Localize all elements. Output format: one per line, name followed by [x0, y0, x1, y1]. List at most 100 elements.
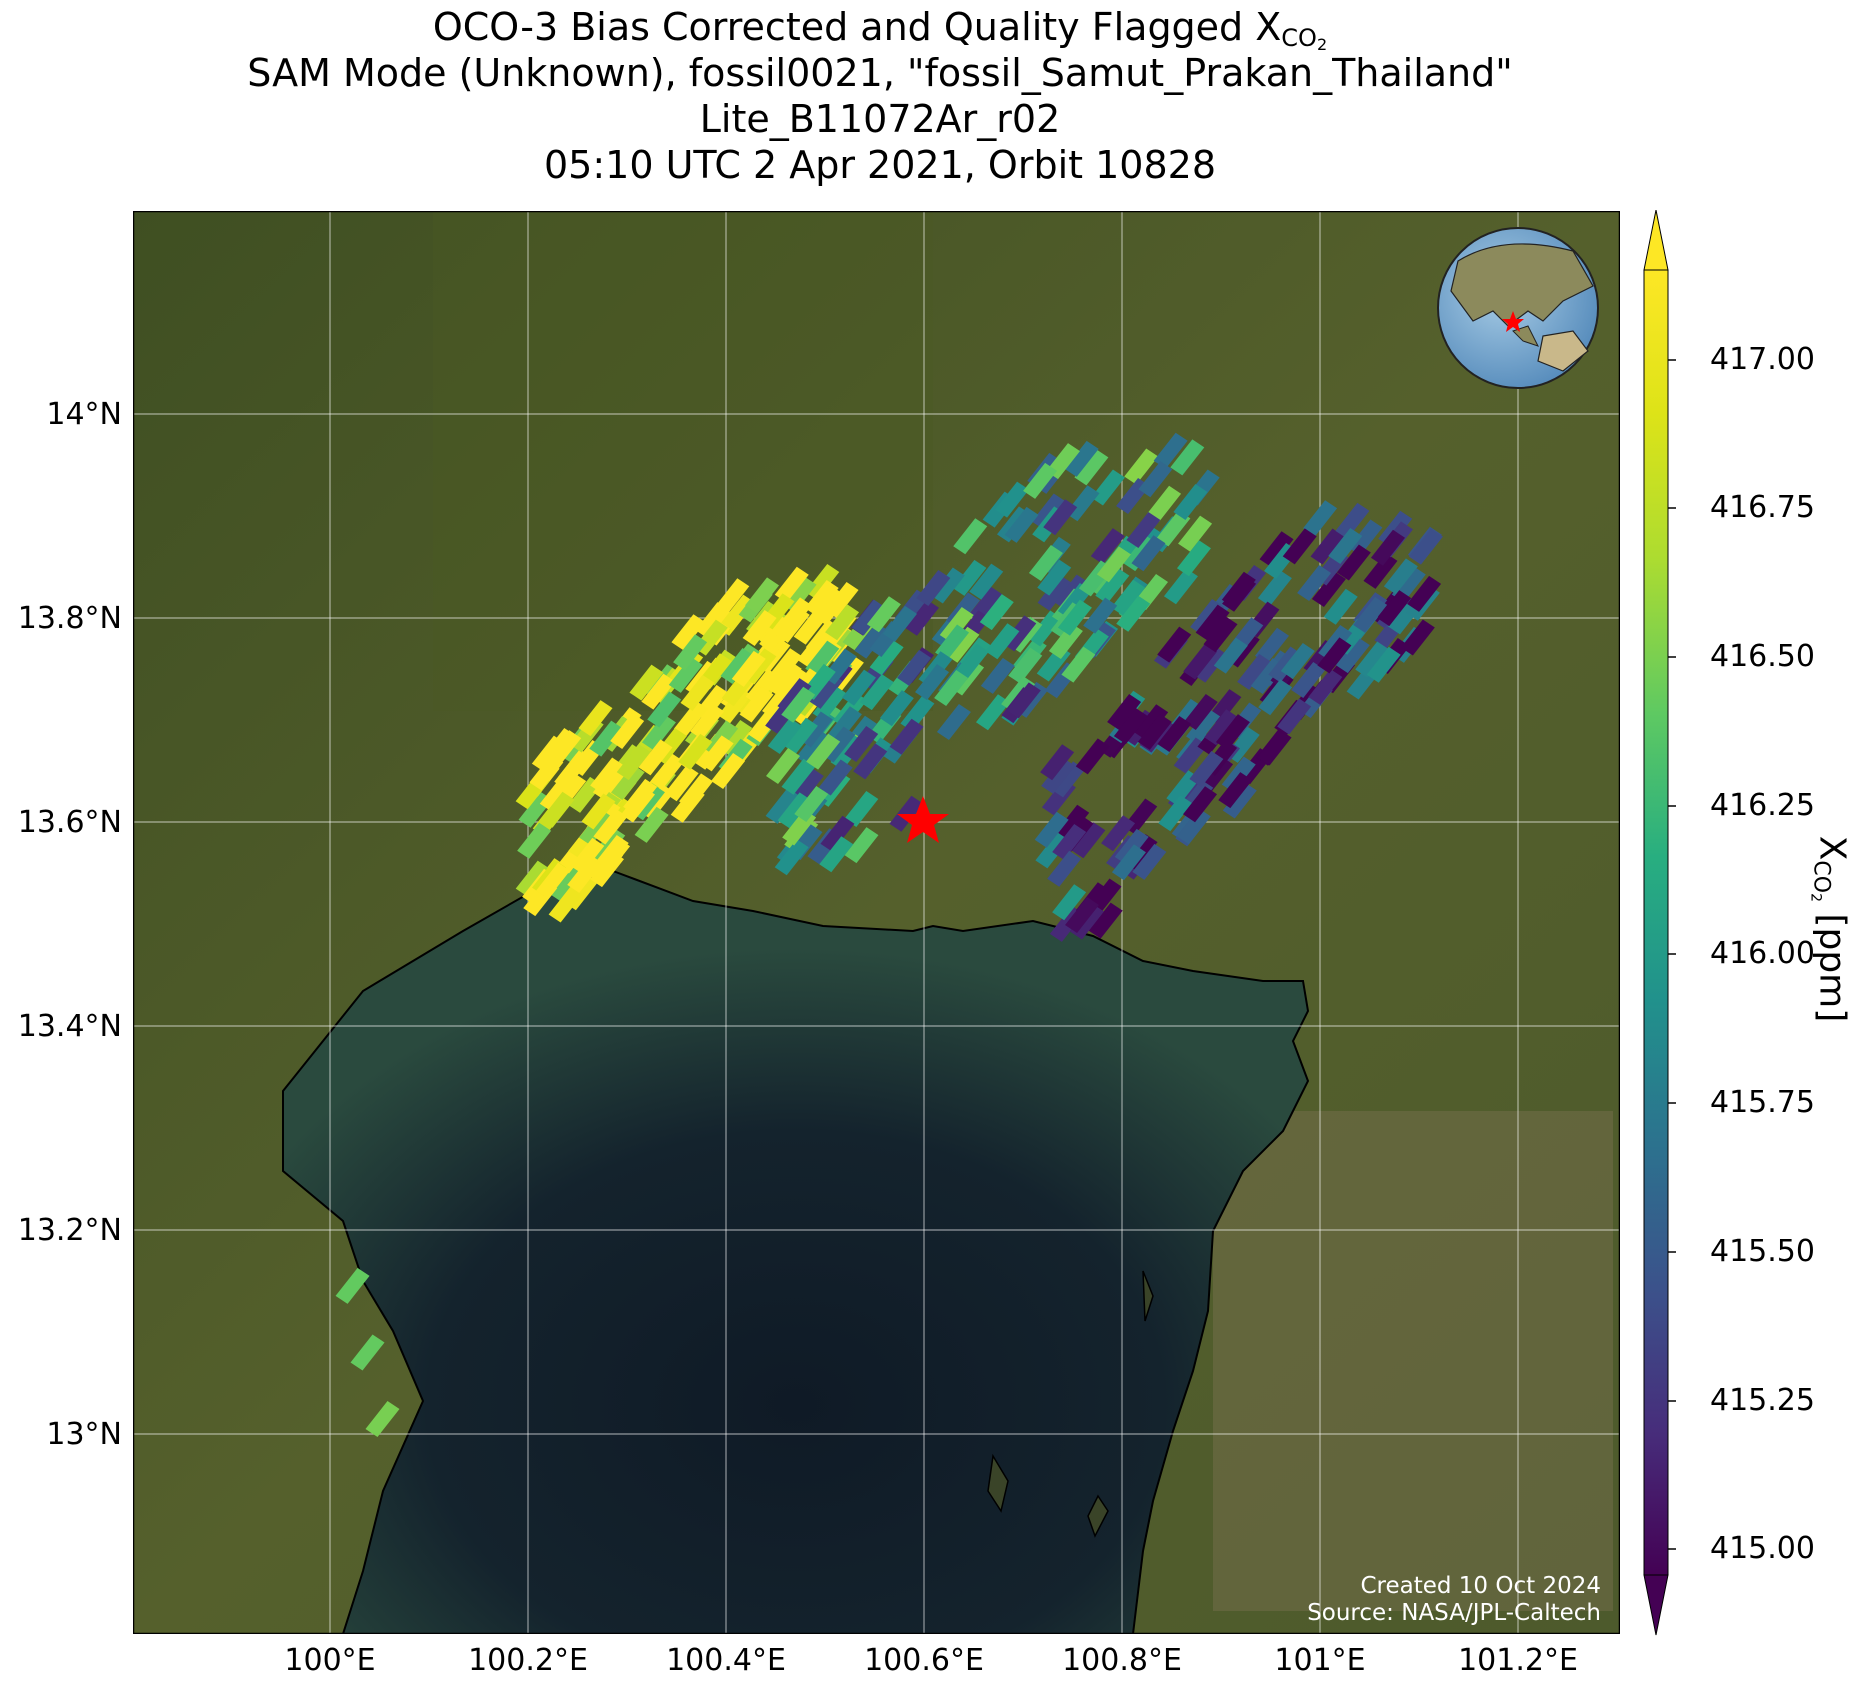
- xco2-sounding: [650, 753, 685, 790]
- xco2-sounding: [592, 764, 627, 801]
- xco2-sounding: [1074, 449, 1109, 486]
- xco2-sounding: [715, 578, 750, 615]
- xco2-sounding: [1043, 499, 1078, 536]
- xco2-sounding: [1335, 637, 1370, 674]
- xco2-sounding: [915, 664, 950, 701]
- xco2-sounding: [517, 822, 552, 859]
- xco2-sounding: [581, 793, 616, 830]
- xco2-sounding: [805, 640, 840, 677]
- xco2-sounding: [953, 518, 988, 555]
- xco2-sounding: [1370, 529, 1405, 566]
- title-line-4: 05:10 UTC 2 Apr 2021, Orbit 10828: [543, 143, 1216, 187]
- xco2-sounding: [1258, 679, 1293, 716]
- xco2-sounding: [1138, 461, 1173, 498]
- xco2-sounding: [1323, 588, 1358, 625]
- colorbar-axis-label: XCO2 [ppm]: [1807, 835, 1853, 1023]
- xco2-sounding: [1096, 546, 1131, 583]
- xco2-sounding: [1114, 828, 1149, 865]
- xco2-sounding: [536, 862, 571, 899]
- xco2-sounding: [930, 567, 965, 604]
- xco2-sounding: [1282, 528, 1317, 565]
- xco2-sounding: [781, 758, 816, 795]
- xco2-sounding: [805, 564, 840, 601]
- xco2-footprints: [335, 432, 1443, 1438]
- lat-tick-label: 14°N: [46, 397, 122, 432]
- xco2-sounding: [1051, 761, 1086, 798]
- xco2-sounding: [1137, 713, 1172, 750]
- colorbar-tick-label: 417.00: [1710, 342, 1815, 377]
- xco2-sounding: [1355, 641, 1390, 678]
- xco2-sounding: [1280, 642, 1315, 679]
- xco2-sounding: [673, 634, 708, 671]
- xco2-sounding: [804, 579, 839, 616]
- xco2-sounding: [1193, 646, 1228, 683]
- colorbar-tick-label: 416.75: [1710, 490, 1815, 525]
- xco2-sounding: [1176, 808, 1211, 845]
- map-title: OCO-3 Bias Corrected and Quality Flagged…: [0, 4, 1760, 188]
- xco2-sounding: [1065, 485, 1100, 522]
- title-line-2: SAM Mode (Unknown), fossil0021, "fossil_…: [247, 51, 1513, 95]
- credit-text: Created 10 Oct 2024 Source: NASA/JPL-Cal…: [1307, 1573, 1601, 1627]
- xco2-sounding: [945, 626, 980, 663]
- xco2-sounding: [1008, 647, 1043, 684]
- xco2-sounding: [934, 670, 969, 707]
- xco2-sounding: [889, 718, 924, 755]
- xco2-sounding: [767, 660, 802, 697]
- xco2-sounding: [1317, 637, 1352, 674]
- xco2-sounding: [1057, 599, 1092, 636]
- xco2-sounding: [1203, 616, 1238, 653]
- xco2-sounding: [1257, 570, 1292, 607]
- lon-tick-label: 101°E: [1274, 1643, 1366, 1678]
- xco2-sounding: [1047, 850, 1082, 887]
- xco2-sounding: [781, 686, 816, 723]
- xco2-sounding: [647, 691, 682, 728]
- xco2-sounding: [1090, 469, 1125, 506]
- xco2-sounding: [547, 730, 582, 767]
- xco2-sounding: [1383, 558, 1418, 595]
- xco2-sounding: [969, 563, 1004, 600]
- lon-tick-label: 101.2°E: [1458, 1643, 1578, 1678]
- xco2-sounding: [1291, 662, 1326, 699]
- lat-tick-label: 13.2°N: [17, 1213, 122, 1248]
- map-panel[interactable]: [133, 211, 1620, 1634]
- xco2-sounding: [916, 570, 951, 607]
- xco2-sounding: [1303, 500, 1338, 537]
- xco2-sounding: [1132, 843, 1167, 880]
- xco2-sounding: [1031, 493, 1066, 530]
- xco2-sounding: [678, 733, 713, 770]
- xco2-sounding: [1336, 544, 1371, 581]
- xco2-sounding: [1213, 637, 1248, 674]
- xco2-sounding: [801, 663, 836, 700]
- xco2-sounding: [797, 631, 832, 668]
- xco2-sounding: [1157, 716, 1192, 753]
- xco2-sounding: [1170, 439, 1205, 476]
- xco2-sounding: [1348, 519, 1383, 556]
- xco2-sounding: [866, 596, 901, 633]
- xco2-sounding: [695, 602, 730, 639]
- colorbar-tick-label: 416.50: [1710, 639, 1815, 674]
- xco2-sounding: [995, 481, 1030, 518]
- xco2-sounding: [570, 837, 605, 874]
- xco2-sounding: [869, 639, 904, 676]
- lat-tick-label: 13.8°N: [17, 601, 122, 636]
- xco2-sounding: [745, 577, 780, 614]
- xco2-sounding: [638, 739, 673, 776]
- xco2-sounding: [1052, 824, 1087, 861]
- xco2-sounding: [844, 726, 879, 763]
- xco2-sounding: [1055, 804, 1090, 841]
- xco2-sounding: [610, 764, 645, 801]
- xco2-sounding: [1204, 709, 1239, 746]
- map-canvas[interactable]: [133, 211, 1620, 1634]
- title-line-3: Lite_B11072Ar_r02: [699, 97, 1061, 141]
- xco2-sounding: [531, 735, 566, 772]
- xco2-sounding: [365, 1401, 400, 1438]
- lon-tick-label: 100.6°E: [864, 1643, 984, 1678]
- xco2-sounding: [1040, 744, 1075, 781]
- xco2-sounding: [616, 744, 651, 781]
- xco2-sounding: [1366, 646, 1401, 683]
- xco2-sounding: [1400, 619, 1435, 656]
- xco2-sounding: [673, 700, 708, 737]
- xco2-sounding: [1183, 786, 1218, 823]
- xco2-sounding: [952, 559, 987, 596]
- xco2-sounding: [794, 786, 829, 823]
